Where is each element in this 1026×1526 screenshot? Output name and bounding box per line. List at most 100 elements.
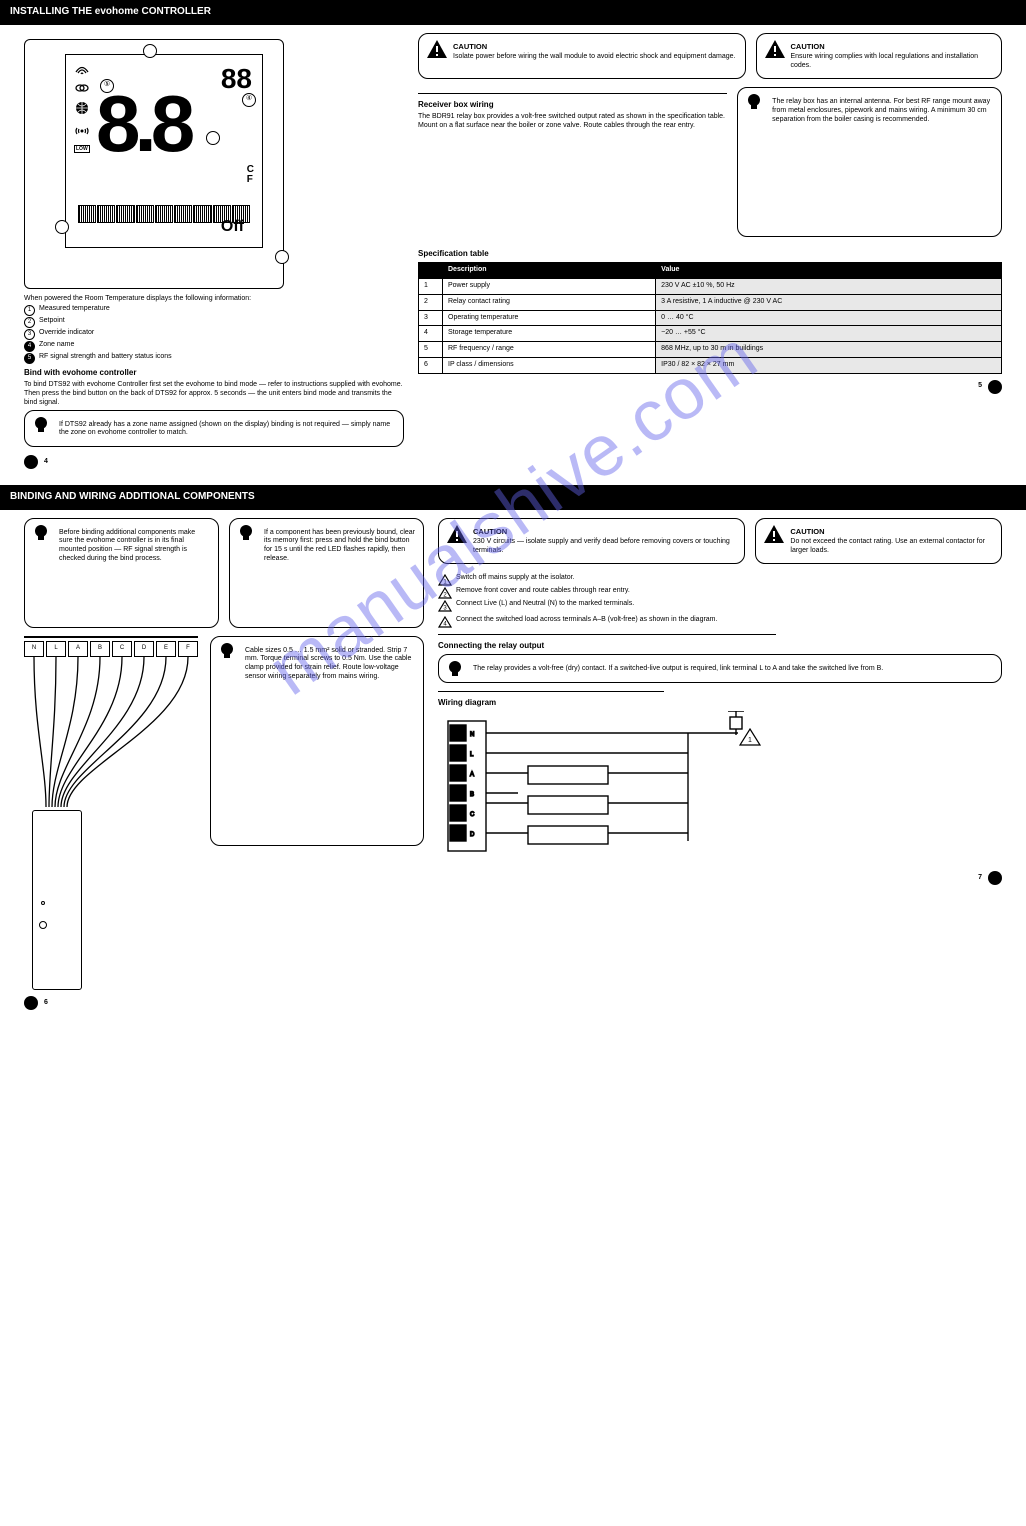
low-battery-icon: LOW [74,145,90,153]
warn-b-body: Do not exceed the contact rating. Use an… [790,538,993,556]
legend-num-4: 4 [24,341,35,352]
tip-box-receiver: The relay box has an internal antenna. F… [737,87,1002,237]
page-num-left: 4 [44,458,48,467]
legend-text-4: Zone name [39,341,74,352]
tip-box-1: If DTS92 already has a zone name assigne… [24,410,404,448]
link-icon [75,83,89,93]
led-indicator [41,901,45,905]
terminal: N [24,641,44,657]
table-cell: IP30 / 82 × 82 × 27 mm [656,357,1002,373]
wifi-icon [75,65,89,75]
step-list: 1Switch off mains supply at the isolator… [438,574,1002,628]
page-dot [24,455,38,469]
warning-box-2: CAUTION Ensure wiring complies with loca… [756,33,1003,80]
table-cell: 5 [419,342,443,358]
step-2: Remove front cover and route cables thro… [456,587,630,599]
table-cell: 3 A resistive, 1 A inductive @ 230 V AC [656,294,1002,310]
terminal: D [134,641,154,657]
header-1-text: INSTALLING THE evohome CONTROLLER [10,6,211,19]
bulb-icon [236,523,256,543]
callout-4: ④ [242,93,256,107]
bulb-icon [445,659,465,679]
table-cell: IP class / dimensions [443,357,656,373]
table-cell: Relay contact rating [443,294,656,310]
tip-box-b: If a component has been previously bound… [229,518,424,628]
warn-2-title: CAUTION [791,42,994,51]
warning-icon [445,523,469,545]
legend-list: 1Measured temperature 2Setpoint 3Overrid… [24,305,404,364]
legend-num-2: 2 [24,317,35,328]
lcd-setpoint: 88 [221,61,252,96]
terminal: F [178,641,198,657]
receiver-heading: Receiver box wiring [418,100,727,110]
warning-icon [762,523,786,545]
bulb-icon [744,92,764,112]
svg-text:C: C [470,812,475,818]
callout-top [143,44,157,58]
tip-box-d: The relay provides a volt-free (dry) con… [438,654,1002,683]
legend-text-3: Override indicator [39,329,94,340]
svg-text:D: D [470,832,475,838]
step-1: Switch off mains supply at the isolator. [456,574,575,586]
terminal-strip: N L A B C D E F [24,636,198,657]
page-num-left-2: 6 [44,999,48,1008]
lcd-temperature: 8.8 [96,95,189,153]
wire-curves [24,657,194,807]
page-dot [988,380,1002,394]
tip-1-body: If DTS92 already has a zone name assigne… [59,421,395,439]
table-cell: 230 V AC ±10 %, 50 Hz [656,279,1002,295]
legend-text-5: RF signal strength and battery status ic… [39,353,172,364]
callout-2-ring [206,131,220,145]
table-cell: 868 MHz, up to 30 m in buildings [656,342,1002,358]
page-2: Before binding additional components mak… [0,510,1026,1027]
legend-num-1: 1 [24,305,35,316]
page-1: LOW 88 8.8 CF Off ⑤ ④ When powered the R… [0,25,1026,486]
receiver-box [32,810,82,990]
lcd-display-figure: LOW 88 8.8 CF Off ⑤ ④ [24,39,284,289]
table-cell: Power supply [443,279,656,295]
terminal: L [46,641,66,657]
terminal: B [90,641,110,657]
wiring-heading: Wiring diagram [438,698,1002,708]
bulb-icon [31,415,51,435]
bind-heading: Bind with evohome controller [24,368,404,378]
table-cell: Storage temperature [443,326,656,342]
table-cell: 6 [419,357,443,373]
table-cell: Operating temperature [443,310,656,326]
spec-th-0 [419,263,443,279]
warn-1-title: CAUTION [453,42,737,51]
warn-b-title: CAUTION [790,527,993,536]
svg-text:B: B [470,792,474,798]
legend-intro: When powered the Room Temperature displa… [24,295,404,304]
antenna-icon [75,123,89,137]
warn-a-title: CAUTION [473,527,736,536]
warning-box-b: CAUTION Do not exceed the contact rating… [755,518,1002,565]
bulb-icon [31,523,51,543]
lcd-status-icons: LOW [74,65,90,153]
page-dot [24,996,38,1010]
lcd-off-text: Off [221,217,244,237]
header-2-text: BINDING AND WIRING ADDITIONAL COMPONENTS [10,491,255,504]
diagram-note-1: 1 [740,729,760,745]
tip-rx-body: The relay box has an internal antenna. F… [772,98,993,124]
page-num-right: 5 [978,382,982,391]
legend-num-3: 3 [24,329,35,340]
unit-f: F [247,174,253,185]
bind-button[interactable] [39,921,47,929]
step-3: Connect Live (L) and Neutral (N) to the … [456,600,634,612]
table-cell: 2 [419,294,443,310]
legend-num-5: 5 [24,353,35,364]
terminal: E [156,641,176,657]
terminal: C [112,641,132,657]
callout-5: ⑤ [100,79,114,93]
tip-c-body: Cable sizes 0.5 … 1.5 mm² solid or stran… [245,647,415,682]
warning-icon [763,38,787,60]
page-num-right-2: 7 [978,874,982,883]
bulb-icon [217,641,237,661]
callout-1-ring [55,220,69,234]
spec-title: Specification table [418,249,1002,259]
page-dot [988,871,1002,885]
tip-box-a: Before binding additional components mak… [24,518,219,628]
callout-3-ring [275,250,289,264]
step-4: Connect the switched load across termina… [456,616,717,628]
